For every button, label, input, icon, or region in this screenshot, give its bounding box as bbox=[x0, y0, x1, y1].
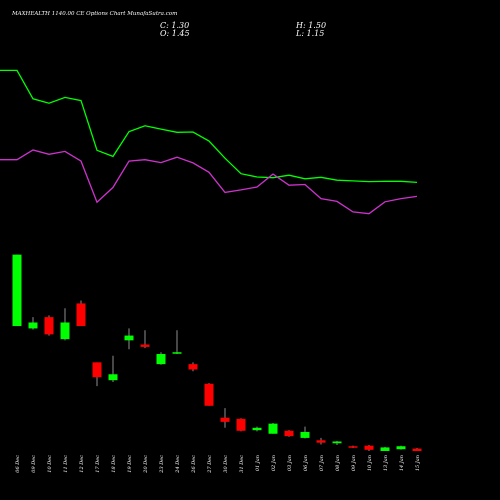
candle-body bbox=[412, 448, 422, 451]
candle-body bbox=[12, 254, 22, 327]
candle bbox=[108, 355, 118, 382]
candle-body bbox=[44, 317, 54, 335]
x-tick-label: 12 Dec bbox=[79, 455, 85, 473]
x-tick-label: 03 Jan bbox=[287, 455, 293, 471]
indicator-line-2 bbox=[0, 149, 418, 215]
x-tick-label: 10 Jan bbox=[367, 455, 373, 471]
candle-body bbox=[172, 352, 182, 354]
candle-body bbox=[364, 445, 374, 450]
open-value: O: 1.45 bbox=[160, 29, 190, 38]
candle-body bbox=[204, 383, 214, 406]
candle bbox=[28, 317, 38, 330]
x-tick-label: 18 Dec bbox=[111, 455, 117, 473]
candle-body bbox=[316, 440, 326, 443]
candle-body bbox=[236, 418, 246, 431]
candle bbox=[156, 352, 166, 365]
candle-body bbox=[60, 322, 70, 340]
candle-body bbox=[188, 364, 198, 370]
candle bbox=[220, 408, 230, 428]
x-tick-label: 20 Dec bbox=[143, 455, 149, 474]
x-axis: 06 Dec 09 Dec 10 Dec 11 Dec 12 Dec 17 Dec 18 D… bbox=[15, 455, 421, 474]
x-tick-label: 10 Dec bbox=[47, 455, 53, 473]
x-tick-label: 31 Dec bbox=[239, 455, 245, 473]
candle bbox=[268, 423, 278, 434]
candle bbox=[44, 315, 54, 336]
x-tick-label: 19 Dec bbox=[127, 455, 133, 473]
candle-body bbox=[252, 427, 262, 431]
candle bbox=[204, 383, 214, 406]
candle-body bbox=[220, 417, 230, 422]
candle bbox=[332, 440, 342, 446]
candle bbox=[316, 437, 326, 445]
x-tick-label: 08 Jan bbox=[335, 455, 341, 471]
candle-body bbox=[108, 374, 118, 381]
x-tick-label: 06 Dec bbox=[15, 455, 21, 473]
x-tick-label: 01 Jan bbox=[255, 455, 261, 471]
candlesticks bbox=[12, 254, 422, 451]
candle-body bbox=[140, 344, 150, 347]
x-tick-label: 13 Jan bbox=[383, 455, 389, 471]
candle bbox=[364, 445, 374, 451]
candle bbox=[412, 448, 422, 451]
candle-body bbox=[268, 423, 278, 434]
x-tick-label: 14 Jan bbox=[399, 455, 405, 471]
x-tick-label: 09 Jan bbox=[351, 455, 357, 471]
high-value: H: 1.50 bbox=[296, 21, 327, 30]
x-tick-label: 06 Jan bbox=[303, 455, 309, 471]
candle-body bbox=[284, 430, 294, 437]
close-value: C: 1.30 bbox=[160, 21, 190, 30]
x-tick-label: 09 Dec bbox=[31, 455, 37, 473]
candle-body bbox=[348, 446, 358, 448]
x-tick-label: 02 Jan bbox=[271, 455, 277, 471]
x-tick-label: 30 Dec bbox=[223, 455, 229, 473]
candle-body bbox=[332, 441, 342, 444]
candle-body bbox=[92, 362, 102, 378]
x-tick-label: 23 Dec bbox=[159, 455, 165, 474]
candle bbox=[12, 254, 22, 327]
candle bbox=[76, 300, 86, 327]
candle bbox=[236, 418, 246, 432]
candle bbox=[60, 308, 70, 341]
candle bbox=[140, 330, 150, 349]
candle-body bbox=[76, 303, 86, 327]
x-tick-label: 07 Jan bbox=[319, 455, 325, 471]
candle-body bbox=[380, 447, 390, 451]
candle-body bbox=[300, 431, 310, 438]
candle-body bbox=[28, 322, 38, 329]
candle-body bbox=[124, 335, 134, 341]
candle bbox=[300, 426, 310, 439]
x-tick-label: 26 Dec bbox=[191, 455, 197, 474]
candle bbox=[92, 362, 102, 387]
x-tick-label: 11 Dec bbox=[63, 455, 69, 473]
chart-title: MAXHEALTH 1140.00 CE Options Chart Munaf… bbox=[12, 11, 178, 17]
x-tick-label: 17 Dec bbox=[95, 455, 101, 473]
candle bbox=[284, 430, 294, 437]
candle bbox=[124, 328, 134, 350]
x-tick-label: 27 Dec bbox=[207, 455, 213, 474]
candle bbox=[348, 445, 358, 449]
indicator-lines bbox=[0, 69, 418, 215]
candle bbox=[380, 446, 390, 451]
x-tick-label: 24 Dec bbox=[175, 455, 181, 474]
candle bbox=[172, 330, 182, 355]
indicator-line-1 bbox=[0, 69, 418, 184]
candle bbox=[188, 362, 198, 372]
candle-body bbox=[156, 354, 166, 365]
candle bbox=[252, 426, 262, 432]
low-value: L: 1.15 bbox=[296, 29, 325, 38]
x-tick-label: 15 Jan bbox=[415, 455, 421, 471]
candle-body bbox=[396, 446, 406, 450]
candle bbox=[396, 445, 406, 450]
